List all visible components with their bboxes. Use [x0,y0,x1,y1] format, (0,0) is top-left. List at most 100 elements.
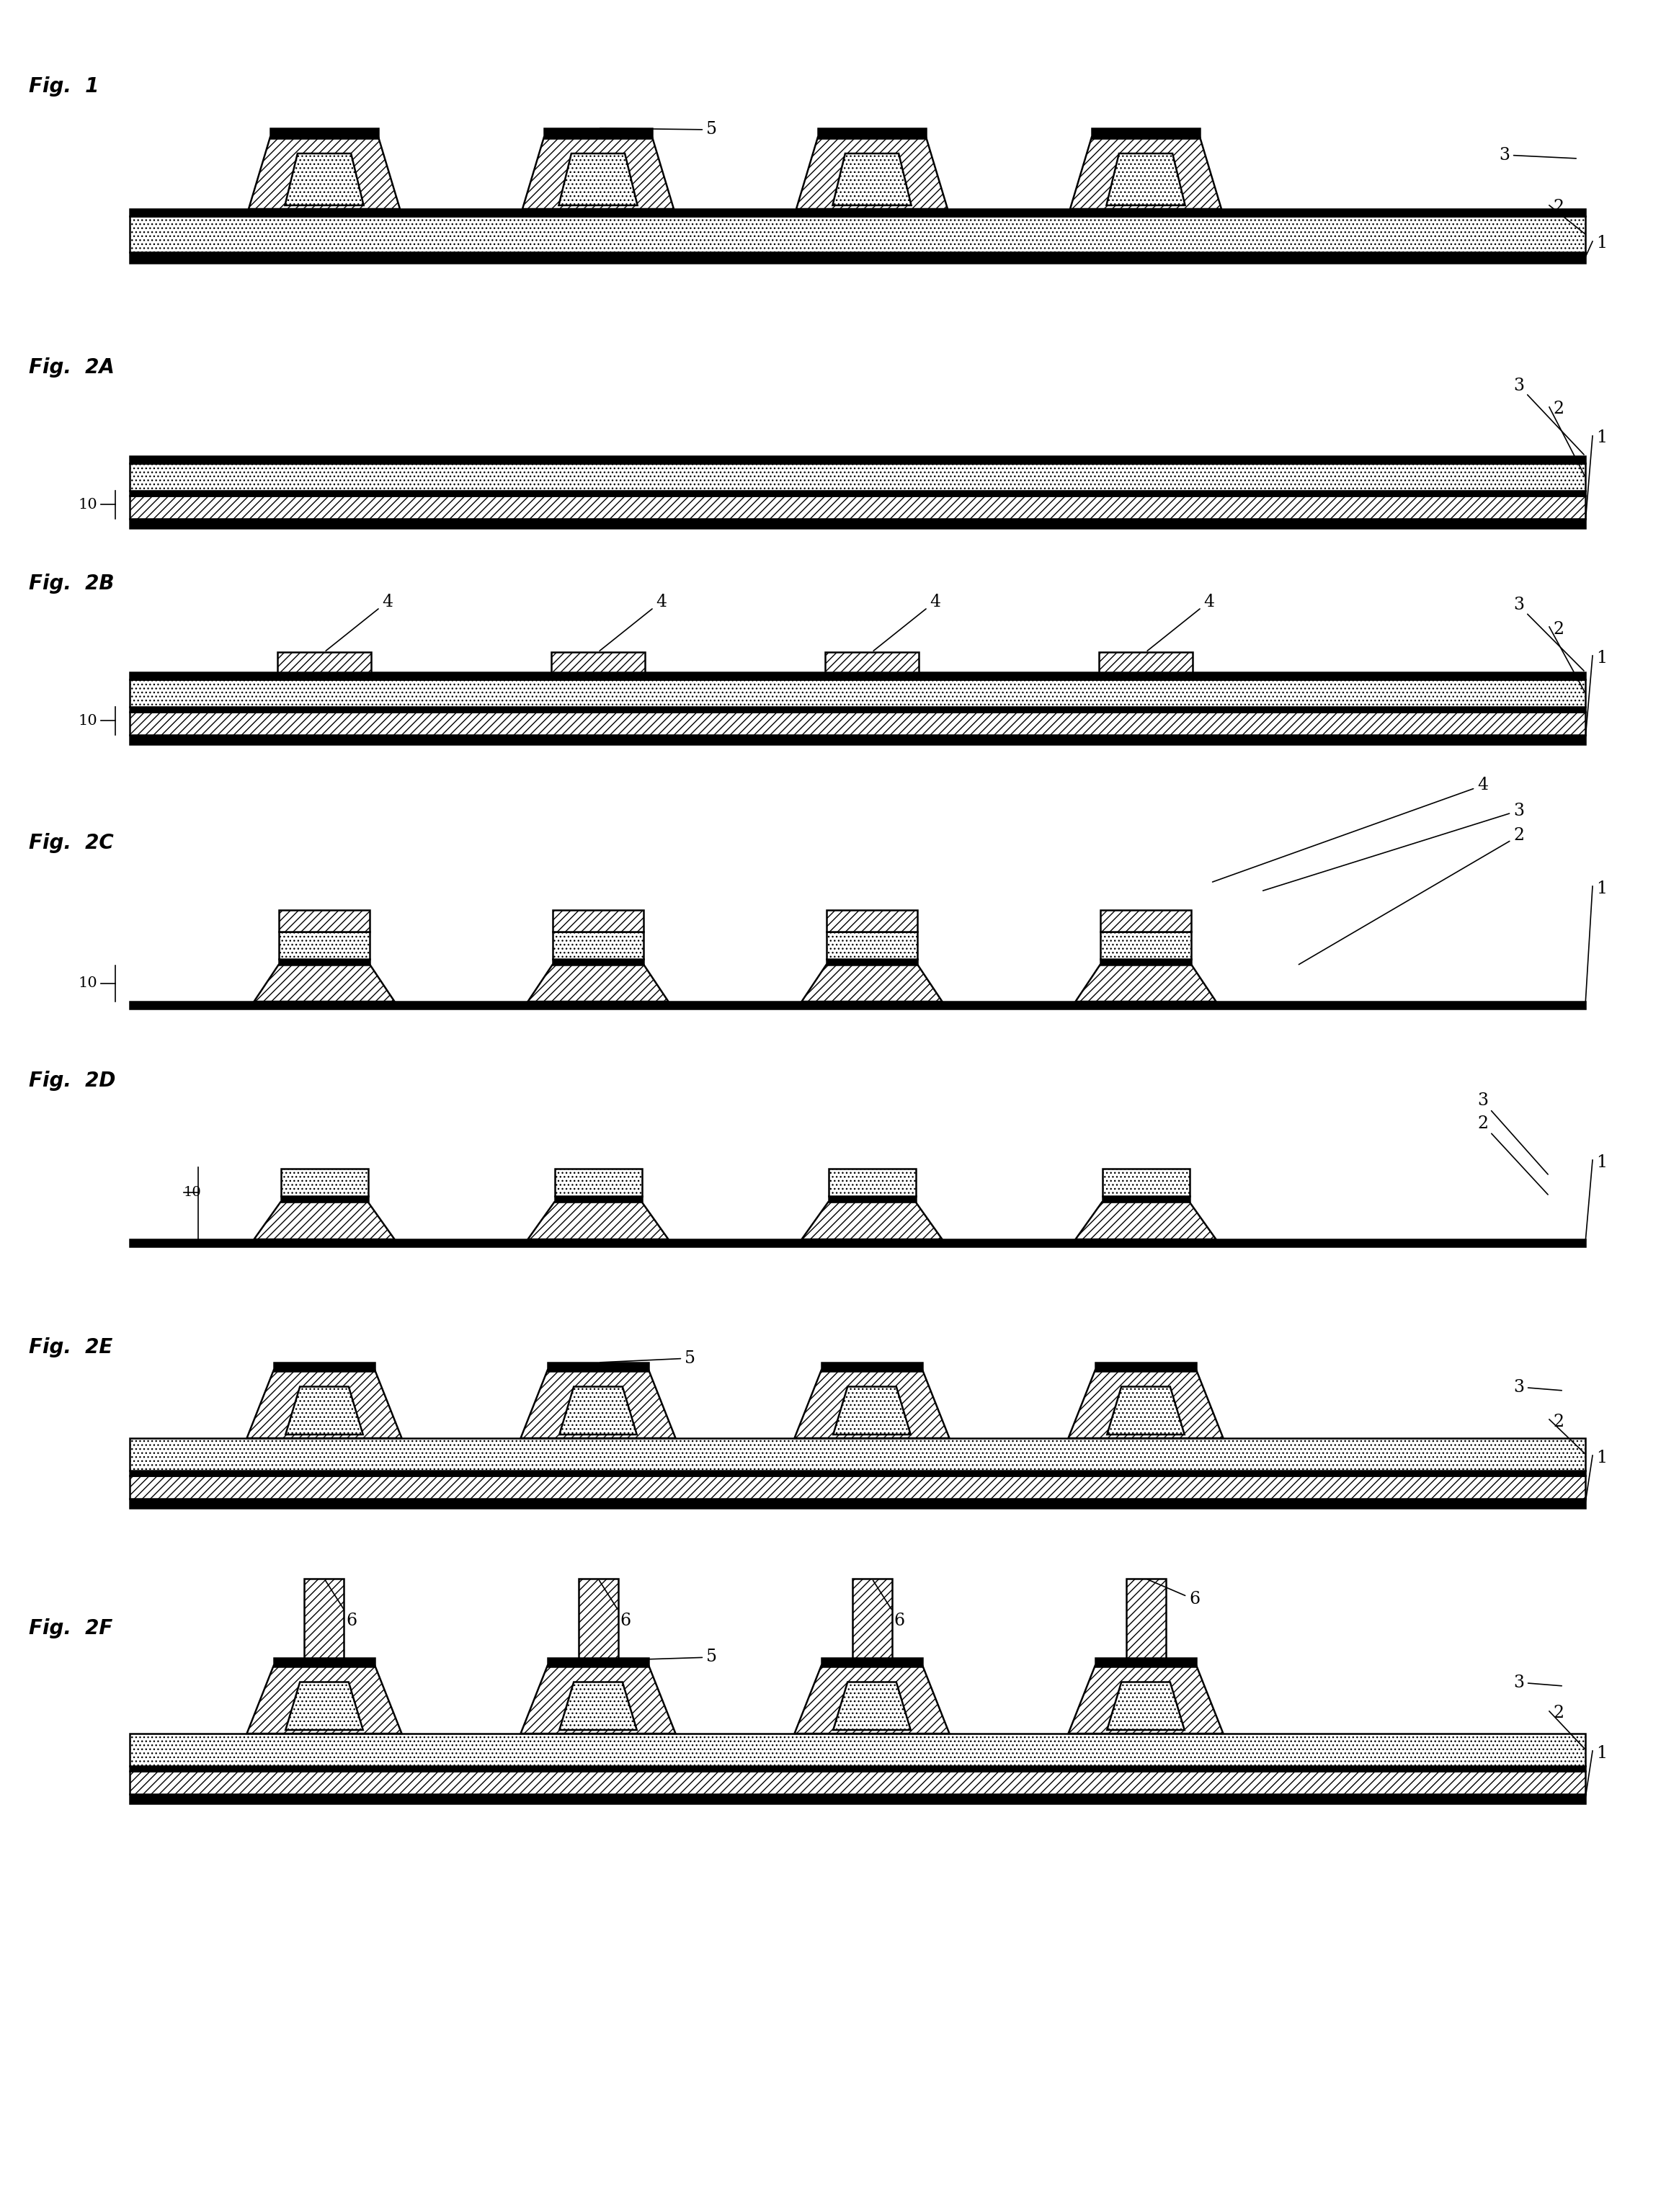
Text: Fig.  2E: Fig. 2E [29,1338,112,1358]
Bar [1091,128,1200,139]
Text: Fig.  2B: Fig. 2B [29,573,114,593]
Bar [544,128,651,139]
Polygon shape [559,153,638,206]
Bar [578,1579,618,1659]
Polygon shape [285,153,364,206]
Bar [129,462,1585,491]
Polygon shape [1076,1201,1216,1239]
Text: 10: 10 [77,978,97,991]
Bar [821,1363,922,1371]
Bar [129,491,1585,495]
Polygon shape [1106,1387,1184,1436]
Bar [129,1002,1585,1009]
Polygon shape [796,137,947,208]
Bar [1101,1197,1189,1201]
Polygon shape [833,1387,910,1436]
Text: 4: 4 [326,593,393,650]
Polygon shape [801,964,942,1002]
Text: Fig.  2A: Fig. 2A [29,358,114,378]
Text: 6: 6 [599,1579,631,1630]
Polygon shape [520,1369,675,1438]
Polygon shape [801,1201,942,1239]
Text: Fig.  2F: Fig. 2F [29,1619,112,1639]
Text: 2: 2 [1553,199,1563,217]
Polygon shape [247,1666,401,1734]
Text: 4: 4 [873,593,940,650]
Polygon shape [247,1369,401,1438]
Bar [129,679,1585,708]
Text: 1: 1 [1597,429,1607,447]
Bar [1100,931,1192,958]
Text: 2: 2 [1553,400,1563,418]
Polygon shape [833,153,912,206]
Bar [129,1794,1585,1803]
Bar [1101,1168,1189,1197]
Text: 3: 3 [1478,1093,1548,1175]
Text: 2: 2 [1553,1413,1563,1429]
Bar [280,1197,368,1201]
Bar [129,708,1585,712]
Bar [826,931,917,958]
Polygon shape [527,1201,668,1239]
Bar [129,520,1585,529]
Polygon shape [520,1666,675,1734]
Bar [1100,958,1192,964]
Polygon shape [794,1369,949,1438]
Polygon shape [1106,153,1185,206]
Polygon shape [1070,137,1221,208]
Bar [1095,1363,1195,1371]
Polygon shape [522,137,673,208]
Polygon shape [254,964,395,1002]
Bar [554,1168,641,1197]
Text: 3: 3 [1513,378,1583,456]
Bar [129,1475,1585,1500]
Polygon shape [559,1387,636,1436]
Polygon shape [285,1387,363,1436]
Bar [270,128,378,139]
Bar [1100,909,1192,931]
Text: 3: 3 [1513,1674,1561,1690]
Bar [552,909,643,931]
Bar [129,1765,1585,1772]
Bar [1100,653,1192,672]
Bar [554,1197,641,1201]
Text: 1: 1 [1597,1449,1607,1467]
Bar [826,909,917,931]
Text: 2: 2 [1553,1705,1563,1721]
Bar [129,1239,1585,1248]
Text: 1: 1 [1597,234,1607,252]
Polygon shape [254,1201,395,1239]
Text: 6: 6 [1147,1579,1200,1608]
Bar [853,1579,892,1659]
Text: 10: 10 [77,714,97,728]
Polygon shape [833,1681,910,1730]
Polygon shape [527,964,668,1002]
Bar [277,653,371,672]
Text: 10: 10 [183,1186,201,1199]
Text: 3: 3 [1513,1378,1561,1396]
Bar [279,958,369,964]
Polygon shape [1106,1681,1184,1730]
Bar [274,1363,374,1371]
Bar [1095,1659,1195,1666]
Bar [129,208,1585,217]
Bar [828,1197,915,1201]
Bar [280,1168,368,1197]
Bar [279,909,369,931]
Bar [279,931,369,958]
Bar [552,931,643,958]
Bar [129,1471,1585,1475]
Bar [129,456,1585,462]
Bar [818,128,927,139]
Bar [274,1659,374,1666]
Text: 6: 6 [873,1579,905,1630]
Bar [129,672,1585,679]
Text: 3: 3 [1499,146,1577,164]
Text: Fig.  2C: Fig. 2C [29,834,114,854]
Bar [824,653,918,672]
Bar [129,1438,1585,1471]
Bar [304,1579,344,1659]
Bar [129,734,1585,743]
Polygon shape [1076,964,1216,1002]
Bar [129,1734,1585,1765]
